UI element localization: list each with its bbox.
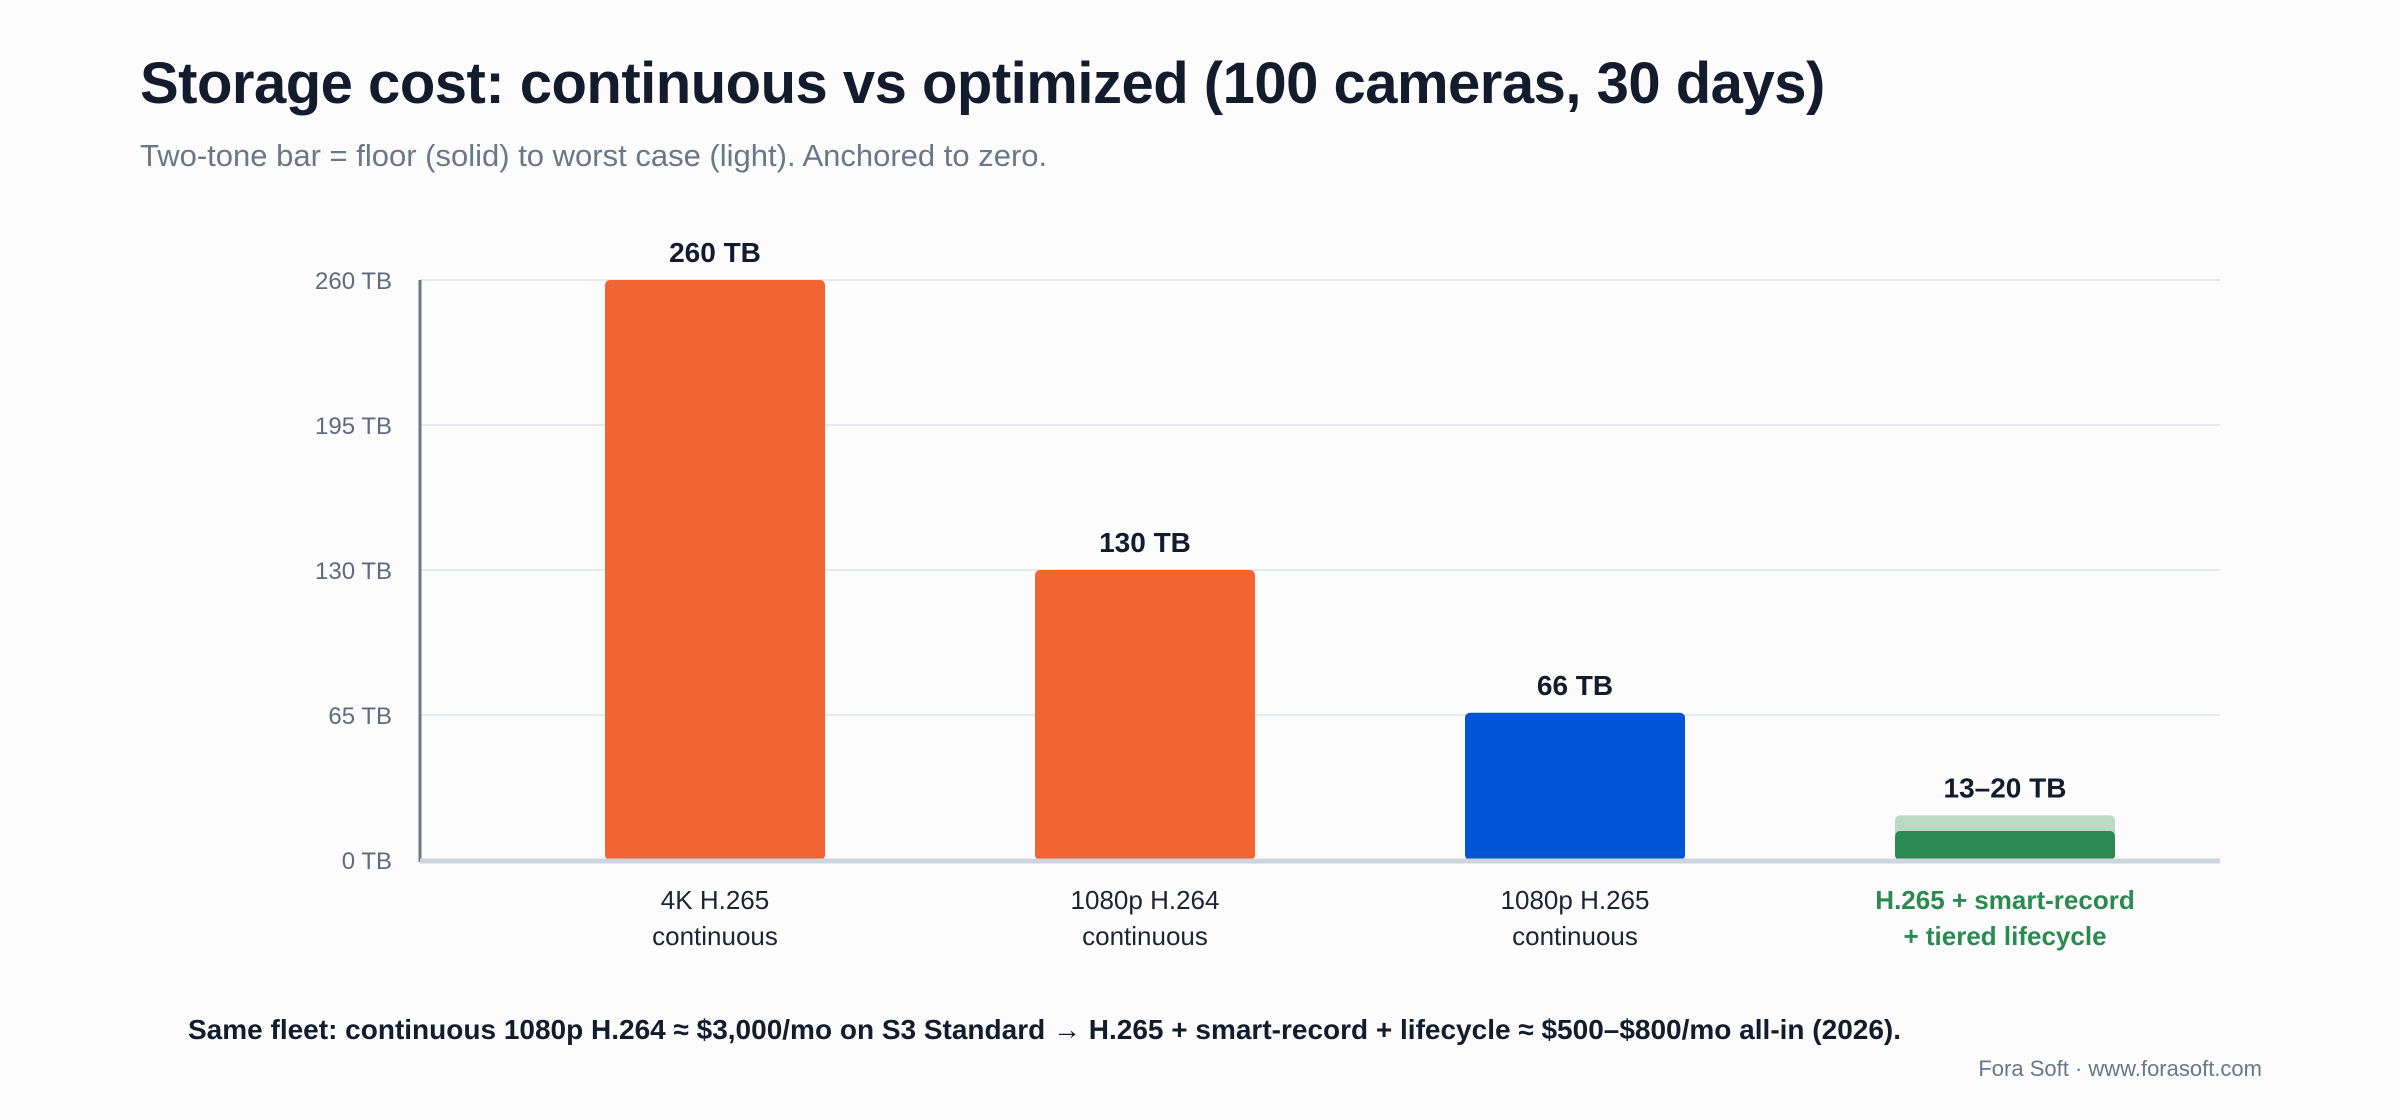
- chart-subtitle: Two-tone bar = floor (solid) to worst ca…: [140, 138, 1048, 173]
- credit-text: Fora Soft · www.forasoft.com: [1978, 1056, 2262, 1081]
- bar-value-label: 66 TB: [1537, 670, 1613, 701]
- y-tick-label: 0 TB: [342, 848, 392, 875]
- x-category-label: continuous: [652, 921, 778, 951]
- x-category-label: 1080p H.264: [1071, 885, 1220, 915]
- cost-footnote: Same fleet: continuous 1080p H.264 ≈ $3,…: [188, 1014, 1902, 1045]
- x-category-label: continuous: [1082, 921, 1208, 951]
- y-tick-label: 65 TB: [328, 703, 392, 730]
- chart-title: Storage cost: continuous vs optimized (1…: [140, 51, 1825, 116]
- x-category-label: 4K H.265: [661, 885, 769, 915]
- bar-value-label: 13–20 TB: [1944, 772, 2067, 803]
- bar-value-label: 130 TB: [1099, 527, 1191, 558]
- bar-floor: [1895, 831, 2115, 860]
- x-category-label: H.265 + smart-record: [1875, 885, 2134, 915]
- y-tick-label: 260 TB: [315, 268, 392, 295]
- y-tick-label: 130 TB: [315, 558, 392, 585]
- x-category-label: continuous: [1512, 921, 1638, 951]
- x-category-label: 1080p H.265: [1501, 885, 1650, 915]
- x-category-label: + tiered lifecycle: [1903, 921, 2106, 951]
- bar-value-label: 260 TB: [669, 237, 761, 268]
- bar-floor: [1465, 712, 1685, 860]
- y-tick-label: 195 TB: [315, 413, 392, 440]
- bar-floor: [605, 280, 825, 860]
- bar-floor: [1035, 570, 1255, 860]
- bar-chart: 0 TB 65 TB 130 TB 195 TB 260 TB 260 TB 4K H.26…: [315, 237, 2220, 951]
